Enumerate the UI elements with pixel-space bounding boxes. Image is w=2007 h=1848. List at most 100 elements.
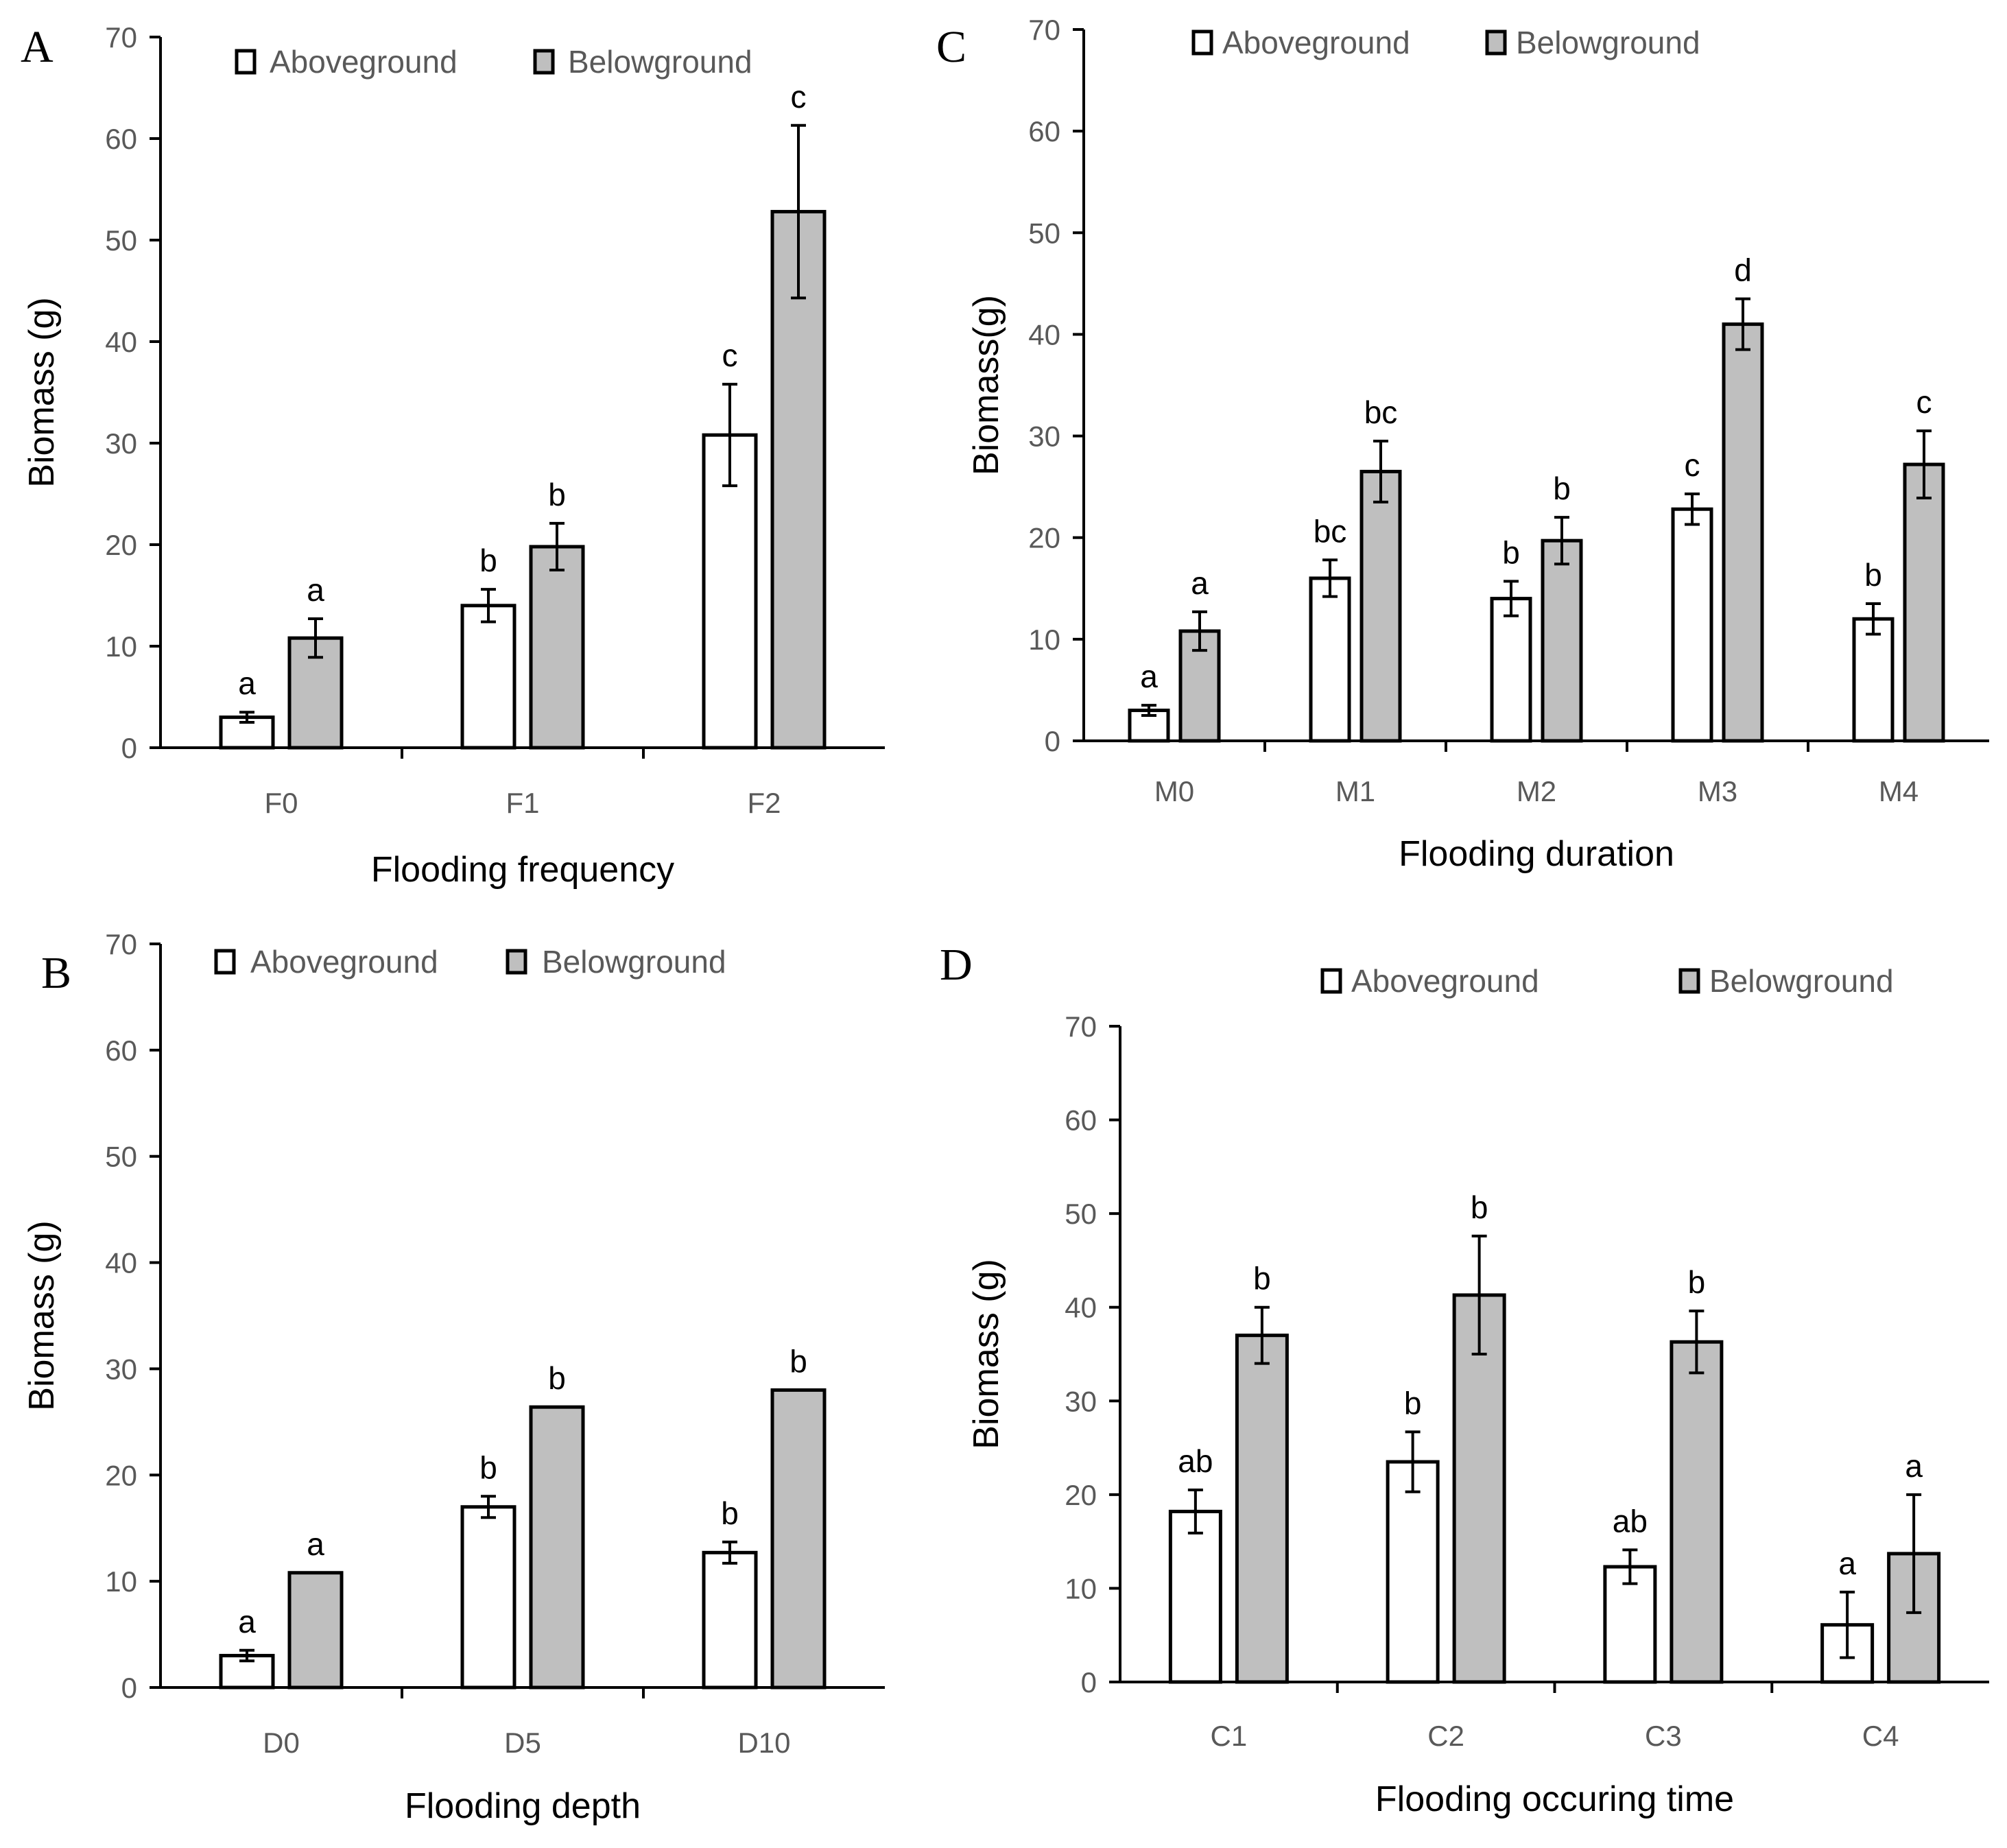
belowground-bar bbox=[1670, 1340, 1724, 1684]
belowground-bar bbox=[1541, 538, 1583, 743]
y-tick-label: 30 bbox=[1065, 1385, 1097, 1417]
legend-label: Aboveground bbox=[1351, 963, 1539, 999]
y-tick-label: 0 bbox=[121, 1672, 137, 1704]
significance-letter: b bbox=[479, 543, 497, 578]
y-tick-label: 30 bbox=[1028, 420, 1060, 453]
y-tick-label: 10 bbox=[1065, 1572, 1097, 1604]
y-tick-label: 20 bbox=[1028, 522, 1060, 554]
y-tick-label: 30 bbox=[105, 1353, 137, 1385]
legend-label: Belowground bbox=[1516, 25, 1700, 60]
significance-letter: b bbox=[1502, 534, 1520, 570]
y-tick-label: 50 bbox=[105, 224, 137, 257]
significance-letter: ab bbox=[1178, 1443, 1213, 1479]
aboveground-bar bbox=[1820, 1623, 1875, 1684]
y-tick-label: 40 bbox=[105, 1247, 137, 1279]
significance-letter: b bbox=[721, 1495, 739, 1531]
legend-label: Aboveground bbox=[250, 944, 438, 980]
y-axis-title: Biomass (g) bbox=[22, 1220, 62, 1410]
panel-label: A bbox=[21, 22, 54, 72]
significance-letter: d bbox=[1734, 252, 1752, 288]
significance-letter: b bbox=[1553, 471, 1571, 506]
legend-swatch bbox=[1485, 29, 1507, 56]
x-tick-label: F1 bbox=[506, 787, 539, 819]
aboveground-bar bbox=[1168, 1509, 1222, 1684]
legend: Aboveground Belowground bbox=[1320, 963, 1894, 999]
aboveground-bar bbox=[1309, 576, 1351, 743]
x-tick-label: D10 bbox=[737, 1727, 790, 1759]
belowground-bar bbox=[529, 1405, 585, 1690]
significance-letter: a bbox=[307, 572, 324, 608]
x-tick-label: C2 bbox=[1427, 1720, 1464, 1752]
panel-label: C bbox=[936, 22, 966, 72]
significance-letter: a bbox=[1191, 565, 1209, 601]
aboveground-bar bbox=[460, 1505, 516, 1690]
panel-b: B 0 10 20 30 40 50 60 70 D0 a a D5 b b D10 b b Aboveground… bbox=[22, 928, 885, 1826]
significance-letter: c bbox=[1685, 447, 1700, 483]
y-axis-title: Biomass (g) bbox=[22, 297, 62, 487]
y-tick-label: 10 bbox=[1028, 624, 1060, 656]
belowground-bar bbox=[1452, 1293, 1506, 1684]
significance-letter: bc bbox=[1314, 513, 1347, 549]
significance-letter: b bbox=[479, 1449, 497, 1485]
significance-letter: b bbox=[1864, 557, 1882, 593]
legend-swatch bbox=[1678, 968, 1700, 994]
y-tick-label: 0 bbox=[1081, 1666, 1097, 1698]
x-axis-title: Flooding duration bbox=[1399, 834, 1674, 874]
significance-letter: ab bbox=[1613, 1503, 1648, 1539]
y-tick-label: 70 bbox=[105, 928, 137, 960]
y-tick-label: 70 bbox=[1065, 1010, 1097, 1043]
y-tick-label: 50 bbox=[105, 1141, 137, 1173]
aboveground-bar bbox=[1490, 597, 1532, 743]
x-tick-label: F0 bbox=[264, 787, 298, 819]
belowground-bar bbox=[287, 1571, 344, 1690]
y-tick-label: 40 bbox=[1065, 1292, 1097, 1324]
y-tick-label: 30 bbox=[105, 427, 137, 460]
x-tick-label: M2 bbox=[1517, 775, 1556, 807]
significance-letter: b bbox=[1253, 1261, 1271, 1296]
y-tick-label: 0 bbox=[1045, 725, 1060, 757]
x-tick-label: M4 bbox=[1879, 775, 1919, 807]
x-axis-title: Flooding occuring time bbox=[1375, 1779, 1734, 1819]
belowground-bar bbox=[1903, 462, 1945, 743]
significance-letter: c bbox=[791, 79, 807, 115]
legend-swatch bbox=[533, 49, 555, 75]
y-tick-label: 50 bbox=[1065, 1198, 1097, 1230]
belowground-bar bbox=[770, 1388, 827, 1690]
significance-letter: c bbox=[722, 337, 738, 373]
y-tick-label: 60 bbox=[1065, 1104, 1097, 1137]
y-tick-label: 60 bbox=[1028, 115, 1060, 147]
y-tick-label: 0 bbox=[121, 732, 137, 764]
aboveground-bar bbox=[1386, 1460, 1440, 1684]
x-tick-label: C4 bbox=[1862, 1720, 1899, 1752]
legend-label: Belowground bbox=[1709, 963, 1894, 999]
y-tick-label: 60 bbox=[105, 1034, 137, 1067]
x-tick-label: C1 bbox=[1211, 1720, 1248, 1752]
belowground-bar bbox=[770, 210, 827, 750]
legend: Aboveground Belowground bbox=[214, 944, 726, 980]
y-tick-label: 40 bbox=[1028, 318, 1060, 351]
panel-d: D 0 10 20 30 40 50 60 70 C1 ab b C2 b b C3 ab b C4 a a Aboveg… bbox=[940, 940, 1989, 1819]
significance-letter: b bbox=[1688, 1264, 1706, 1300]
significance-letter: a bbox=[1905, 1448, 1923, 1484]
significance-letter: c bbox=[1916, 384, 1932, 420]
legend-swatch bbox=[1320, 968, 1342, 994]
significance-letter: b bbox=[548, 477, 566, 512]
significance-letter: a bbox=[238, 1604, 256, 1639]
significance-letter: b bbox=[789, 1343, 807, 1379]
x-tick-label: M3 bbox=[1698, 775, 1737, 807]
x-axis-title: Flooding depth bbox=[405, 1786, 641, 1826]
significance-letter: b bbox=[1471, 1189, 1488, 1225]
aboveground-bar bbox=[460, 604, 516, 750]
panel-a: A 0 10 20 30 40 50 60 70 F0 a a F1 b b F2 c c Aboveground B… bbox=[21, 21, 885, 890]
y-axis-title: Biomass(g) bbox=[966, 295, 1006, 475]
x-tick-label: D0 bbox=[263, 1727, 300, 1759]
legend-swatch bbox=[506, 949, 527, 975]
legend: Aboveground Belowground bbox=[235, 44, 752, 80]
legend-label: Belowground bbox=[542, 944, 726, 980]
panel-label: B bbox=[41, 948, 71, 998]
belowground-bar bbox=[1235, 1334, 1289, 1684]
legend-swatch bbox=[214, 949, 236, 975]
significance-letter: a bbox=[1140, 659, 1158, 694]
y-tick-label: 70 bbox=[105, 21, 137, 54]
